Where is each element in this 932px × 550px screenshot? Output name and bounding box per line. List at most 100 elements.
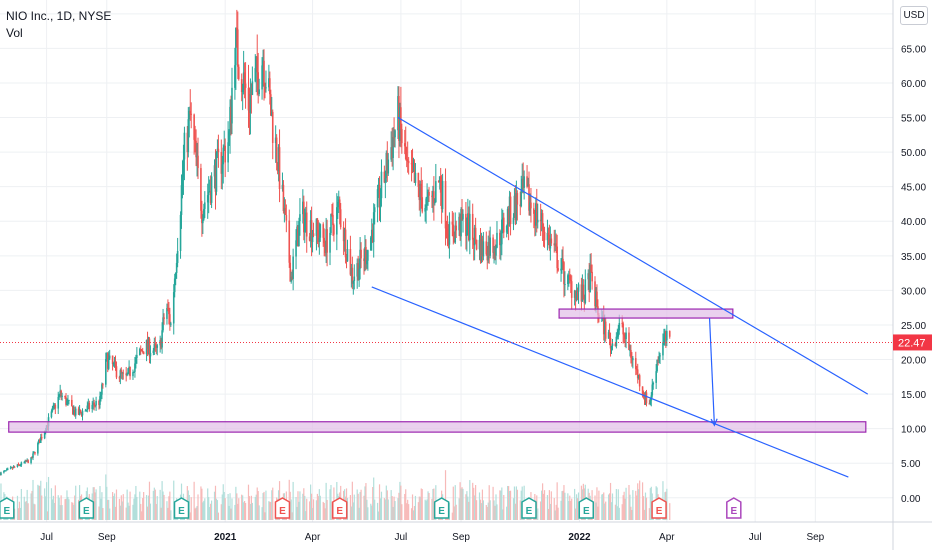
candle-body	[448, 221, 451, 245]
candle-body	[562, 258, 564, 263]
candle-body	[467, 213, 469, 231]
candle-body	[186, 132, 189, 153]
candle-body	[563, 262, 565, 285]
candle-body	[309, 220, 312, 241]
candle-body	[50, 411, 53, 418]
candle-body	[664, 331, 666, 338]
earnings-badge-label: E	[3, 506, 10, 517]
volume-bar	[451, 512, 453, 520]
candle-body	[268, 78, 270, 88]
volume-bar	[419, 496, 421, 520]
candle-body	[507, 208, 510, 224]
candle-body	[541, 213, 544, 230]
candle-body	[189, 110, 192, 114]
y-tick-label: 65.00	[901, 44, 926, 55]
candle-body	[332, 214, 334, 226]
candle-body	[134, 363, 136, 372]
volume-bar	[481, 489, 484, 520]
volume-bar	[24, 502, 26, 520]
candle-body	[81, 410, 84, 416]
volume-bar	[112, 496, 115, 520]
earnings-badge-label: E	[178, 506, 185, 517]
currency-badge[interactable]: USD	[900, 6, 928, 25]
volume-bar	[570, 500, 572, 520]
volume-bar	[149, 503, 152, 520]
volume-bar	[40, 480, 42, 520]
volume-bar	[618, 507, 620, 520]
volume-bar	[623, 491, 625, 520]
volume-bar	[295, 497, 297, 520]
candle-body	[170, 323, 172, 325]
candle-body	[12, 466, 15, 469]
candle-body	[581, 284, 584, 302]
volume-bar	[238, 498, 240, 520]
volume-bar	[18, 501, 21, 520]
volume-bar	[420, 488, 422, 520]
candle-body	[466, 230, 468, 236]
volume-bar	[30, 493, 32, 520]
candle-body	[204, 202, 206, 209]
volume-bar	[379, 498, 382, 520]
candle-body	[274, 137, 277, 143]
volume-bar	[594, 495, 596, 520]
volume-bar	[45, 496, 47, 520]
candle-body	[336, 201, 339, 208]
volume-bar	[562, 490, 564, 520]
candle-body	[114, 361, 117, 367]
volume-bar	[399, 481, 401, 520]
candle-body	[25, 460, 28, 462]
volume-bar	[561, 491, 563, 520]
candle-body	[482, 241, 485, 257]
symbol-title[interactable]: NIO Inc., 1D, NYSE	[6, 9, 112, 23]
candle-body	[24, 460, 27, 463]
candle-body	[331, 214, 333, 216]
volume-bar	[296, 506, 298, 520]
volume-bar	[501, 487, 503, 520]
candle-body	[555, 243, 557, 247]
candle-body	[285, 214, 288, 221]
volume-bar	[385, 485, 387, 520]
candle-body	[255, 56, 258, 69]
volume-bar	[509, 490, 512, 520]
candle-body	[30, 457, 32, 463]
volume-bar	[373, 477, 375, 520]
candle-body	[231, 87, 233, 124]
volume-bar	[159, 489, 161, 520]
candle-body	[385, 152, 388, 179]
volume-bar	[406, 503, 408, 520]
volume-label[interactable]: Vol	[6, 26, 23, 40]
volume-bar	[418, 496, 420, 520]
volume-bar	[58, 497, 60, 520]
volume-bar	[424, 499, 426, 520]
candle-body	[628, 332, 630, 351]
candle-body	[132, 372, 134, 377]
earnings-badge-shape	[331, 497, 348, 519]
volume-bar	[366, 499, 368, 520]
chart-legend: NIO Inc., 1D, NYSE Vol	[6, 8, 111, 42]
volume-bar	[289, 491, 291, 520]
candle-body	[495, 247, 497, 256]
candle-body	[187, 119, 190, 153]
volume-bar	[567, 493, 569, 520]
candle-body	[624, 335, 626, 339]
volume-bar	[387, 499, 389, 520]
candle-body	[645, 392, 648, 404]
candle-body	[284, 207, 287, 215]
candle-body	[244, 83, 247, 88]
volume-bar	[433, 488, 435, 520]
candle-body	[444, 180, 447, 229]
volume-bar	[425, 500, 427, 520]
volume-bar	[34, 504, 36, 520]
volume-bar	[630, 506, 632, 520]
candle-body	[371, 229, 374, 243]
volume-bar	[598, 490, 600, 520]
volume-bar	[506, 506, 508, 520]
candle-body	[298, 221, 300, 247]
candle-body	[324, 243, 326, 253]
candle-body	[168, 307, 170, 315]
candle-body	[617, 330, 620, 337]
volume-bar	[208, 497, 210, 520]
candle-body	[176, 250, 179, 263]
